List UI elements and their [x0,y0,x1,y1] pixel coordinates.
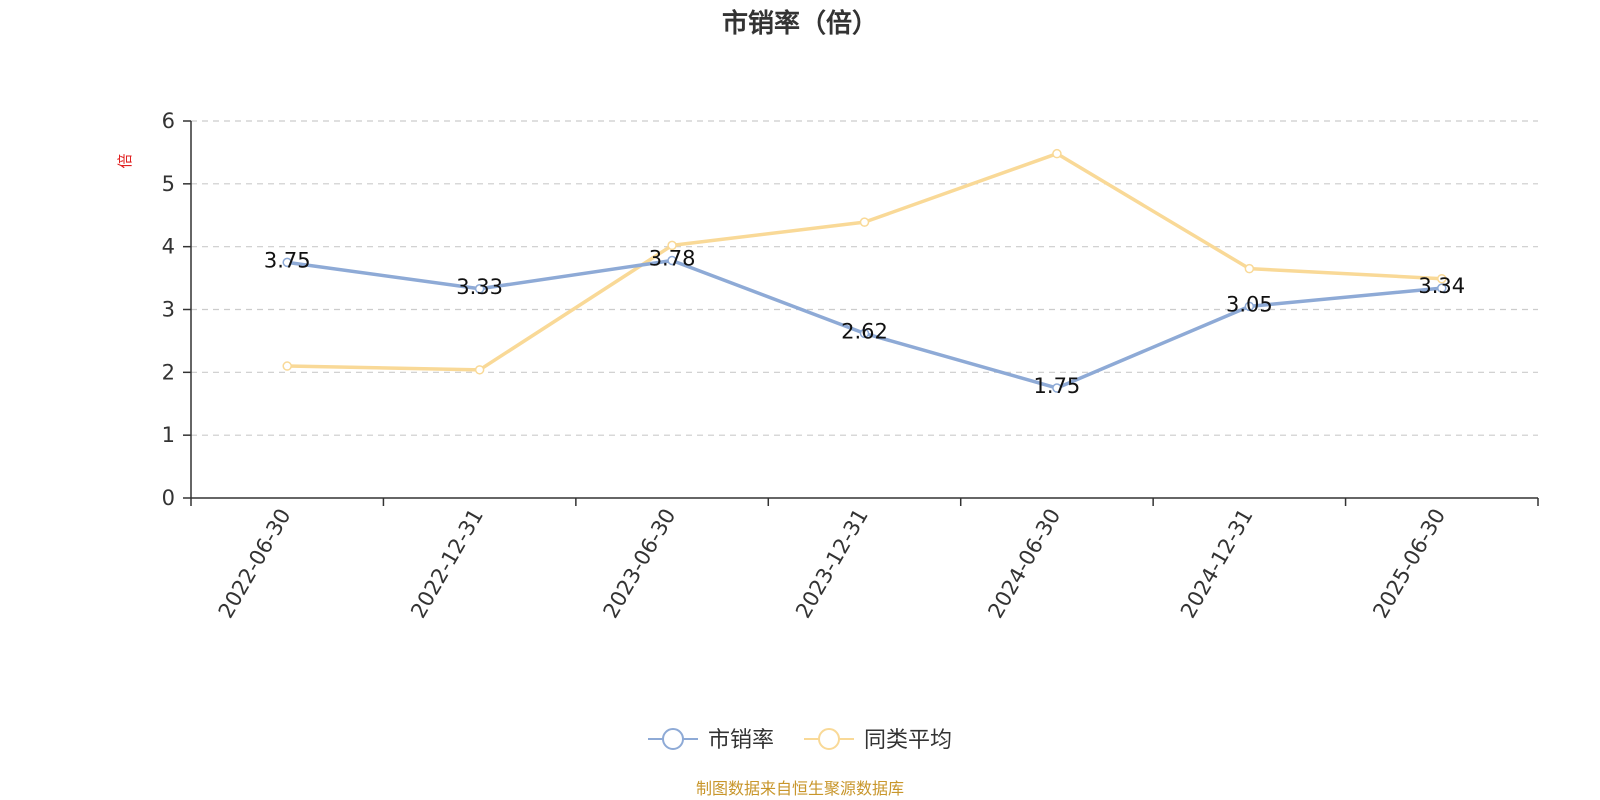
data-point[interactable] [474,365,485,375]
x-tick-label: 2024-06-30 [983,505,1065,623]
x-tick-label: 2022-06-30 [214,505,296,623]
x-tick-label: 2023-06-30 [599,505,681,623]
data-label: 1.75 [1034,374,1081,398]
data-point[interactable] [282,257,292,268]
data-point[interactable] [1244,301,1255,312]
x-tick-label: 2022-12-31 [406,504,488,622]
y-tick-label: 5 [162,172,175,196]
data-label: 2.62 [841,319,888,343]
y-tick-label: 3 [162,298,175,322]
x-tick-label: 2024-12-31 [1176,505,1258,623]
data-label: 3.33 [456,275,503,299]
data-point[interactable] [859,217,870,227]
data-point[interactable] [474,284,485,294]
data-point[interactable] [859,328,870,339]
y-axis-label: 倍 [116,153,134,168]
legend-label: 同类平均 [864,728,952,753]
data-point[interactable] [667,240,677,251]
y-tick-label: 1 [162,423,175,447]
x-tick-label: 2023-12-31 [791,505,873,623]
data-labels: 3.75 3.33 3.78 2.62 1.75 3.05 3.34 [264,246,1465,398]
axes: 0 1 2 3 4 5 6 2022-06-30 2022-12-31 2023-06-30 202… [162,109,1539,623]
source-note: 制图数据来自恒生聚源数据库 [696,779,904,798]
data-point[interactable] [1052,148,1062,159]
legend-marker [662,728,684,750]
data-point[interactable] [1244,263,1255,274]
legend-item[interactable]: 市销率 [648,728,774,753]
data-point[interactable] [1052,383,1062,393]
data-point[interactable] [1437,283,1447,293]
legend[interactable]: 市销率 同类平均 [648,728,952,753]
data-label: 3.05 [1226,292,1273,316]
y-tick-label: 2 [162,360,175,384]
data-point[interactable] [1437,273,1447,284]
y-tick-label: 6 [162,109,175,133]
data-point[interactable] [282,361,292,371]
series-lines [282,148,1447,393]
data-point[interactable] [667,255,677,266]
legend-marker [818,728,840,750]
y-tick-label: 4 [162,235,175,259]
legend-label: 市销率 [708,728,774,753]
chart-title: 市销率（倍） [722,8,878,39]
x-tick-label: 2025-06-30 [1368,505,1450,623]
grid-lines [191,120,1538,436]
y-tick-label: 0 [162,486,175,510]
data-label: 3.75 [264,248,311,272]
data-label: 3.34 [1418,274,1465,298]
legend-item[interactable]: 同类平均 [804,728,952,753]
data-label: 3.78 [649,246,696,270]
